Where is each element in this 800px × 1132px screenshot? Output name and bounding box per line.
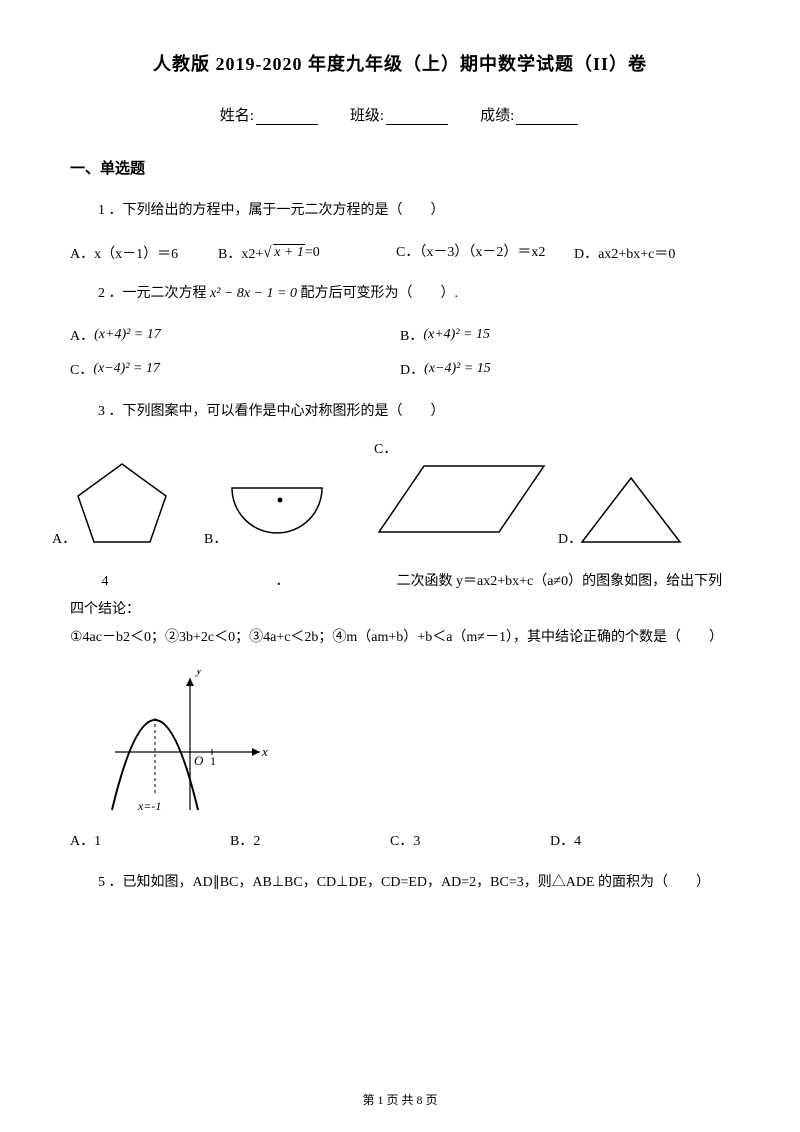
triangle-icon: [576, 470, 686, 548]
q3-b-label: B．: [204, 528, 227, 548]
q4-options: A．1 B．2 C．3 D．4: [70, 830, 730, 850]
q2-opt-c: C． (x−4)² = 17: [70, 359, 400, 379]
vline-label: x=-1: [137, 799, 161, 813]
student-info-line: 姓名: 班级: 成绩:: [70, 104, 730, 125]
question-1: 1 ．下列给出的方程中，属于一元二次方程的是（ ）: [70, 198, 730, 225]
question-4: 4 ． 二次函数 y＝ax2+bx+c（a≠0）的图象如图，给出下列四个结论： …: [70, 568, 730, 652]
name-blank: [256, 109, 318, 125]
q1-opt-c: C．（x－3）（x－2）＝x2: [396, 243, 556, 263]
q3-shape-c-block: C．: [374, 444, 564, 548]
question-5: 5 ．已知如图，AD∥BC，AB⊥BC，CD⊥DE，CD=ED，AD=2，BC=…: [70, 870, 730, 897]
q2-c-label: C．: [70, 359, 93, 379]
q4-line2: ①4ac－b2＜0；②3b+2c＜0；③4a+c＜2b；④m（am+b）+b＜a…: [70, 630, 723, 645]
q2-a-eq: (x+4)² = 17: [94, 327, 161, 343]
q4-opt-c: C．3: [390, 830, 550, 850]
origin-label: O: [194, 753, 204, 768]
q1-b-sqrt: x + 1: [273, 244, 305, 260]
class-label: 班级:: [350, 108, 384, 124]
q1-opt-d: D．ax2+bx+c＝0: [574, 243, 675, 263]
q3-shapes: A． B． C． D．: [70, 444, 730, 548]
q1-opt-a: A．x（x－1）＝6: [70, 243, 200, 263]
q3-a-label: A．: [52, 528, 76, 548]
q2-opt-a: A． (x+4)² = 17: [70, 325, 400, 345]
q2-b-eq: (x+4)² = 15: [423, 327, 490, 343]
q1-options: A．x（x－1）＝6 B．x2+ √ x + 1 =0 C．（x－3）（x－2）…: [70, 243, 730, 263]
name-label: 姓名:: [220, 108, 254, 124]
tick-1: 1: [210, 754, 216, 768]
q3-shape-b-block: B．: [222, 470, 362, 548]
q1-opt-b: B．x2+ √ x + 1 =0: [218, 243, 378, 263]
q3-shape-d-block: D．: [576, 470, 706, 548]
q4-head-a: 4: [102, 574, 109, 589]
q2-c-eq: (x−4)² = 17: [93, 361, 160, 377]
semicircle-icon: [222, 470, 332, 548]
question-3: 3 ．下列图案中，可以看作是中心对称图形的是（ ）: [70, 399, 730, 426]
parabola-graph-icon: y x O 1 x=-1: [100, 670, 270, 820]
q4-opt-a: A．1: [70, 830, 230, 850]
q2-d-eq: (x−4)² = 15: [424, 361, 491, 377]
x-axis-label: x: [261, 744, 268, 759]
question-2: 2 ．一元二次方程 x² − 8x − 1 = 0 配方后可变形为（ ）.: [70, 281, 730, 308]
q4-head-b: ．: [276, 574, 290, 589]
q4-graph: y x O 1 x=-1: [100, 670, 730, 820]
q2-prefix: 2 ．一元二次方程: [98, 286, 207, 301]
q2-opt-b: B． (x+4)² = 15: [400, 325, 730, 345]
q3-d-label: D．: [558, 528, 582, 548]
parallelogram-icon: [374, 458, 549, 548]
q4-body: 二次函数 y＝ax2+bx+c（a≠0）的图象如图，给出下列四个结论：: [70, 574, 722, 617]
q1-b-suffix: =0: [305, 245, 320, 261]
q3-c-label: C．: [374, 438, 397, 458]
pentagon-icon: [70, 458, 175, 548]
q2-options: A． (x+4)² = 17 B． (x+4)² = 15 C． (x−4)² …: [70, 325, 730, 379]
q4-opt-b: B．2: [230, 830, 390, 850]
q2-eq: x² − 8x − 1 = 0: [210, 286, 297, 301]
page-title: 人教版 2019-2020 年度九年级（上）期中数学试题（II）卷: [70, 50, 730, 76]
q2-b-label: B．: [400, 325, 423, 345]
sqrt-symbol: √ x + 1: [263, 245, 305, 261]
section-1-header: 一、单选题: [70, 157, 730, 178]
q1-b-prefix: B．x2+: [218, 243, 263, 263]
y-axis-label: y: [194, 670, 202, 677]
q3-shape-a-block: A．: [70, 458, 210, 548]
q2-d-label: D．: [400, 359, 424, 379]
score-blank: [516, 109, 578, 125]
q2-suffix: 配方后可变形为（ ）.: [300, 286, 458, 301]
q2-opt-d: D． (x−4)² = 15: [400, 359, 730, 379]
page-footer: 第 1 页 共 8 页: [0, 1091, 800, 1108]
class-blank: [386, 109, 448, 125]
score-label: 成绩:: [480, 108, 514, 124]
q2-a-label: A．: [70, 325, 94, 345]
q4-opt-d: D．4: [550, 830, 710, 850]
